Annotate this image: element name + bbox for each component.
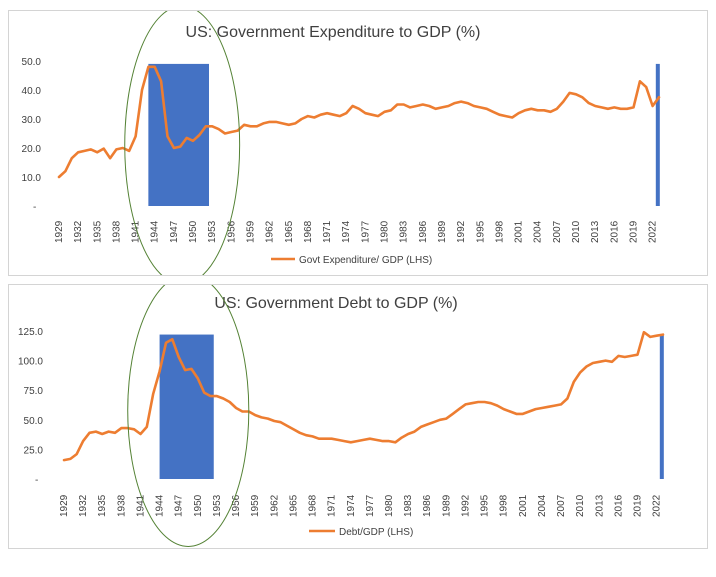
y-tick-label: 50.0	[24, 416, 44, 427]
shaded-bar-1	[655, 63, 660, 207]
x-tick-label: 1944	[155, 494, 166, 517]
x-tick-label: 1950	[188, 220, 199, 243]
x-tick-label: 1941	[131, 220, 142, 243]
x-tick-label: 2016	[613, 494, 624, 517]
x-tick-label: 2013	[594, 494, 605, 517]
x-tick-label: 2022	[652, 494, 663, 517]
highlight-ellipse	[124, 11, 241, 275]
x-tick-label: 1998	[494, 220, 505, 243]
x-tick-label: 1959	[250, 494, 261, 517]
expenditure-chart-panel: US: Government Expenditure to GDP (%) Go…	[8, 10, 708, 276]
x-tick-label: 2007	[556, 494, 567, 517]
x-tick-label: 1974	[346, 494, 357, 517]
x-tick-label: 2019	[633, 494, 644, 517]
x-tick-label: 1992	[460, 494, 471, 517]
x-tick-label: 2001	[518, 494, 529, 517]
y-tick-label: 10.0	[22, 173, 42, 184]
x-tick-label: 1953	[212, 494, 223, 517]
y-tick-label: 125.0	[18, 327, 43, 338]
x-tick-label: 1995	[480, 494, 491, 517]
chart-title: US: Government Debt to GDP (%)	[214, 295, 457, 312]
x-tick-label: 1968	[303, 220, 314, 243]
series-line	[62, 330, 665, 462]
legend-label: Debt/GDP (LHS)	[339, 527, 413, 538]
x-tick-label: 2010	[575, 494, 586, 517]
shaded-bar-0	[159, 334, 214, 479]
x-tick-label: 1965	[288, 494, 299, 517]
y-tick-label: -	[35, 475, 38, 486]
legend-label: Govt Expenditure/ GDP (LHS)	[299, 255, 432, 266]
x-tick-label: 1941	[135, 494, 146, 517]
x-tick-label: 1953	[207, 220, 218, 243]
x-tick-label: 1980	[380, 220, 391, 243]
x-tick-label: 1938	[111, 220, 122, 243]
x-tick-label: 2016	[609, 220, 620, 243]
y-tick-label: 100.0	[18, 357, 43, 368]
y-tick-label: 50.0	[22, 57, 42, 68]
x-tick-label: 2010	[571, 220, 582, 243]
x-tick-label: 2013	[590, 220, 601, 243]
x-tick-label: 1929	[54, 220, 65, 243]
x-tick-label: 1986	[422, 494, 433, 517]
highlight-ellipse	[127, 285, 250, 547]
y-tick-label: -	[33, 202, 36, 213]
x-tick-label: 2019	[628, 220, 639, 243]
x-tick-label: 1932	[73, 220, 84, 243]
x-tick-label: 1962	[269, 494, 280, 517]
x-tick-label: 1929	[59, 494, 70, 517]
x-tick-label: 1995	[475, 220, 486, 243]
x-tick-label: 1932	[78, 494, 89, 517]
x-tick-label: 1983	[403, 494, 414, 517]
x-tick-label: 1977	[360, 220, 371, 243]
x-tick-label: 1992	[456, 220, 467, 243]
x-tick-label: 1998	[499, 494, 510, 517]
y-tick-label: 20.0	[22, 144, 42, 155]
x-tick-label: 1989	[437, 220, 448, 243]
x-tick-label: 1956	[231, 494, 242, 517]
x-tick-label: 1956	[226, 220, 237, 243]
x-tick-label: 1968	[308, 494, 319, 517]
x-tick-label: 1974	[341, 220, 352, 243]
x-tick-label: 1935	[92, 220, 103, 243]
x-tick-label: 1938	[116, 494, 127, 517]
x-tick-label: 1980	[384, 494, 395, 517]
y-tick-label: 40.0	[22, 86, 42, 97]
y-tick-label: 30.0	[22, 115, 42, 126]
x-tick-label: 2001	[514, 220, 525, 243]
x-tick-label: 1959	[245, 220, 256, 243]
y-tick-label: 25.0	[24, 445, 44, 456]
x-tick-label: 1935	[97, 494, 108, 517]
x-tick-label: 1950	[193, 494, 204, 517]
x-tick-label: 1947	[174, 494, 185, 517]
x-tick-label: 1944	[150, 220, 161, 243]
x-tick-label: 2022	[648, 220, 659, 243]
y-tick-label: 75.0	[24, 386, 44, 397]
x-tick-label: 1986	[418, 220, 429, 243]
chart-title: US: Government Expenditure to GDP (%)	[186, 24, 481, 41]
debt-chart: US: Government Debt to GDP (%) Debt/GDP …	[18, 285, 665, 547]
series-line	[57, 65, 661, 179]
x-tick-label: 1971	[327, 494, 338, 517]
x-tick-label: 1989	[441, 494, 452, 517]
x-tick-label: 2007	[552, 220, 563, 243]
x-tick-label: 2004	[533, 220, 544, 243]
x-tick-label: 1977	[365, 494, 376, 517]
debt-chart-panel: US: Government Debt to GDP (%) Debt/GDP …	[8, 284, 708, 549]
shaded-bar-1	[659, 334, 664, 479]
x-tick-label: 1947	[169, 220, 180, 243]
x-tick-label: 1962	[265, 220, 276, 243]
expenditure-chart: US: Government Expenditure to GDP (%) Go…	[22, 11, 661, 275]
x-tick-label: 1971	[322, 220, 333, 243]
x-tick-label: 1965	[284, 220, 295, 243]
x-tick-label: 2004	[537, 494, 548, 517]
x-tick-label: 1983	[399, 220, 410, 243]
